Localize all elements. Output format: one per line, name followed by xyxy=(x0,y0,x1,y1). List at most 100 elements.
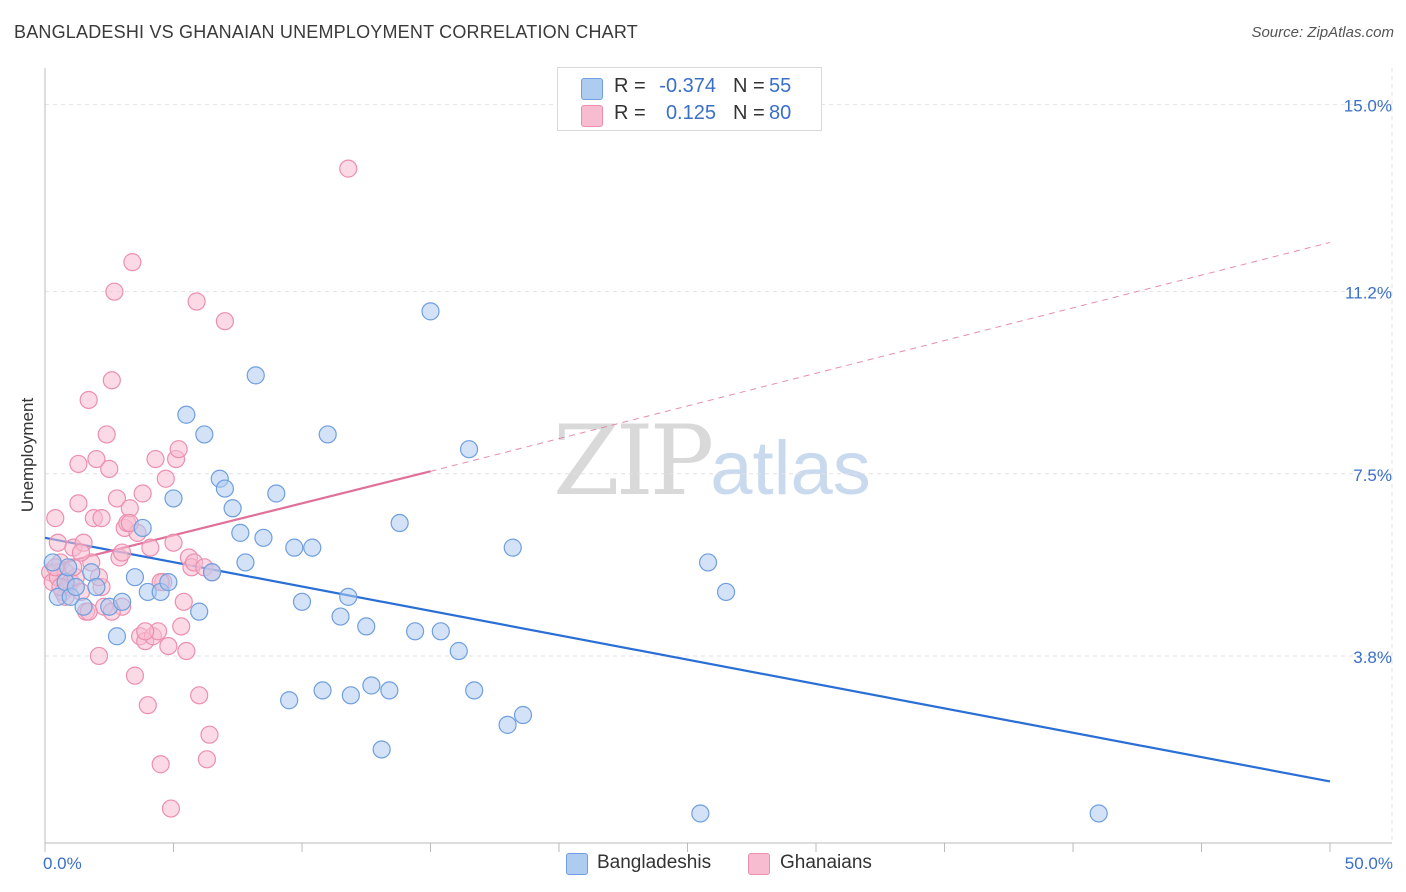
pink-swatch xyxy=(748,853,770,875)
bangladeshi-point xyxy=(87,577,106,597)
x-tick-label: 0.0% xyxy=(43,854,82,873)
ghanaian-point xyxy=(92,509,111,528)
ghanaian-point xyxy=(71,543,91,562)
ghanaian-point xyxy=(46,509,65,528)
bangladeshi-point xyxy=(390,513,409,533)
n-label: N = xyxy=(733,75,765,97)
bangladeshi-point xyxy=(195,425,214,444)
bangladeshi-point xyxy=(716,582,736,602)
ghanaian-point xyxy=(172,617,191,636)
ghanaian-point xyxy=(48,533,67,552)
bangladeshi-point xyxy=(74,597,93,616)
bangladeshi-point xyxy=(1089,804,1108,823)
ghanaian-point xyxy=(100,459,119,478)
ghanaian-point xyxy=(164,533,183,552)
ghanaians-trend-extension xyxy=(430,241,1331,472)
bangladeshi-point xyxy=(331,607,350,626)
bangladeshi-point xyxy=(341,686,360,705)
bangladeshi-point xyxy=(357,617,376,636)
r-value: -0.374 xyxy=(659,75,716,97)
r-label: R = xyxy=(614,75,646,97)
chart-title: BANGLADESHI VS GHANAIAN UNEMPLOYMENT COR… xyxy=(14,22,638,42)
ghanaian-point xyxy=(87,449,106,469)
trend-lines xyxy=(44,241,1331,783)
bangladeshi-point xyxy=(177,405,196,424)
y-tick-label: 3.8% xyxy=(1353,648,1392,667)
legend-row-ghanaians: R = 0.125 N = 80 xyxy=(558,102,821,128)
bangladeshi-point xyxy=(202,563,222,582)
ghanaian-point xyxy=(69,494,88,513)
ghanaian-point xyxy=(197,750,217,769)
ghanaian-point xyxy=(159,636,178,656)
ghanaian-point xyxy=(102,371,121,390)
bangladeshis-trend-line xyxy=(44,536,1331,783)
ghanaian-point xyxy=(133,484,152,503)
bangladeshi-point xyxy=(459,440,479,459)
y-tick-label: 7.5% xyxy=(1353,466,1392,485)
y-tick-label: 11.2% xyxy=(1345,284,1392,303)
ghanaian-point xyxy=(112,543,132,562)
r-label: R = xyxy=(614,102,646,124)
bangladeshi-point xyxy=(125,568,145,587)
ghanaian-point xyxy=(105,282,124,301)
watermark-atlas: atlas xyxy=(710,426,871,511)
bangladeshi-point xyxy=(698,553,718,572)
n-value: 55 xyxy=(769,75,792,97)
bangladeshi-point xyxy=(449,641,468,661)
ghanaian-point xyxy=(151,755,170,774)
bangladeshi-point xyxy=(280,691,299,710)
bangladeshi-point xyxy=(339,587,358,606)
ghanaian-point xyxy=(177,641,196,661)
ghanaian-point xyxy=(138,696,157,715)
ghanaian-point xyxy=(174,592,193,611)
bangladeshi-point xyxy=(231,523,250,542)
y-axis-label: Unemployment xyxy=(18,397,37,513)
ghanaian-point xyxy=(107,489,127,508)
grid-lines xyxy=(45,68,1393,843)
bangladeshi-point xyxy=(503,538,522,557)
ghanaian-point xyxy=(69,454,88,474)
legend-label: Ghanaians xyxy=(780,852,872,873)
bangladeshi-point xyxy=(107,627,127,646)
n-label: N = xyxy=(733,102,765,124)
bangladeshi-point xyxy=(133,518,152,538)
watermark: ZIPatlas xyxy=(553,405,871,517)
bangladeshi-point xyxy=(223,499,242,518)
ghanaian-point xyxy=(169,440,188,459)
ghanaian-point xyxy=(136,622,155,641)
bangladeshi-point xyxy=(431,622,450,641)
bangladeshi-point xyxy=(66,577,85,597)
bangladeshi-point xyxy=(318,425,337,444)
bangladeshis-points xyxy=(43,302,1108,823)
watermark-zip: ZIP xyxy=(553,405,714,517)
ghanaian-point xyxy=(125,666,145,685)
bangladeshi-point xyxy=(691,804,710,823)
bangladeshi-point xyxy=(498,715,517,734)
ghanaian-point xyxy=(215,312,234,331)
bangladeshi-point xyxy=(362,676,381,695)
ghanaian-point xyxy=(156,469,175,488)
bangladeshi-point xyxy=(267,484,286,503)
legend-label: Bangladeshis xyxy=(597,852,712,873)
bangladeshi-point xyxy=(405,622,425,641)
bangladeshi-point xyxy=(236,553,255,572)
bangladeshi-point xyxy=(465,681,484,700)
bangladeshi-point xyxy=(313,681,332,700)
ghanaian-point xyxy=(200,725,219,744)
pink-swatch xyxy=(581,105,603,127)
bangladeshi-point xyxy=(112,592,132,611)
ghanaians-points xyxy=(41,159,358,818)
ghanaian-point xyxy=(161,799,181,818)
bangladeshi-point xyxy=(164,489,183,508)
bangladeshi-point xyxy=(285,538,304,557)
y-tick-label: 15.0% xyxy=(1344,97,1392,116)
bangladeshi-point xyxy=(513,705,533,725)
bangladeshi-point xyxy=(190,602,209,621)
bangladeshi-point xyxy=(421,302,440,321)
ghanaian-point xyxy=(141,538,160,557)
bangladeshi-point xyxy=(292,592,312,611)
ghanaian-point xyxy=(187,292,206,311)
source-credit: Source: ZipAtlas.com xyxy=(1251,24,1394,41)
tick-labels: 3.8% 7.5% 11.2% 15.0% 0.0% 50.0% xyxy=(43,97,1393,873)
r-value: 0.125 xyxy=(665,102,716,124)
